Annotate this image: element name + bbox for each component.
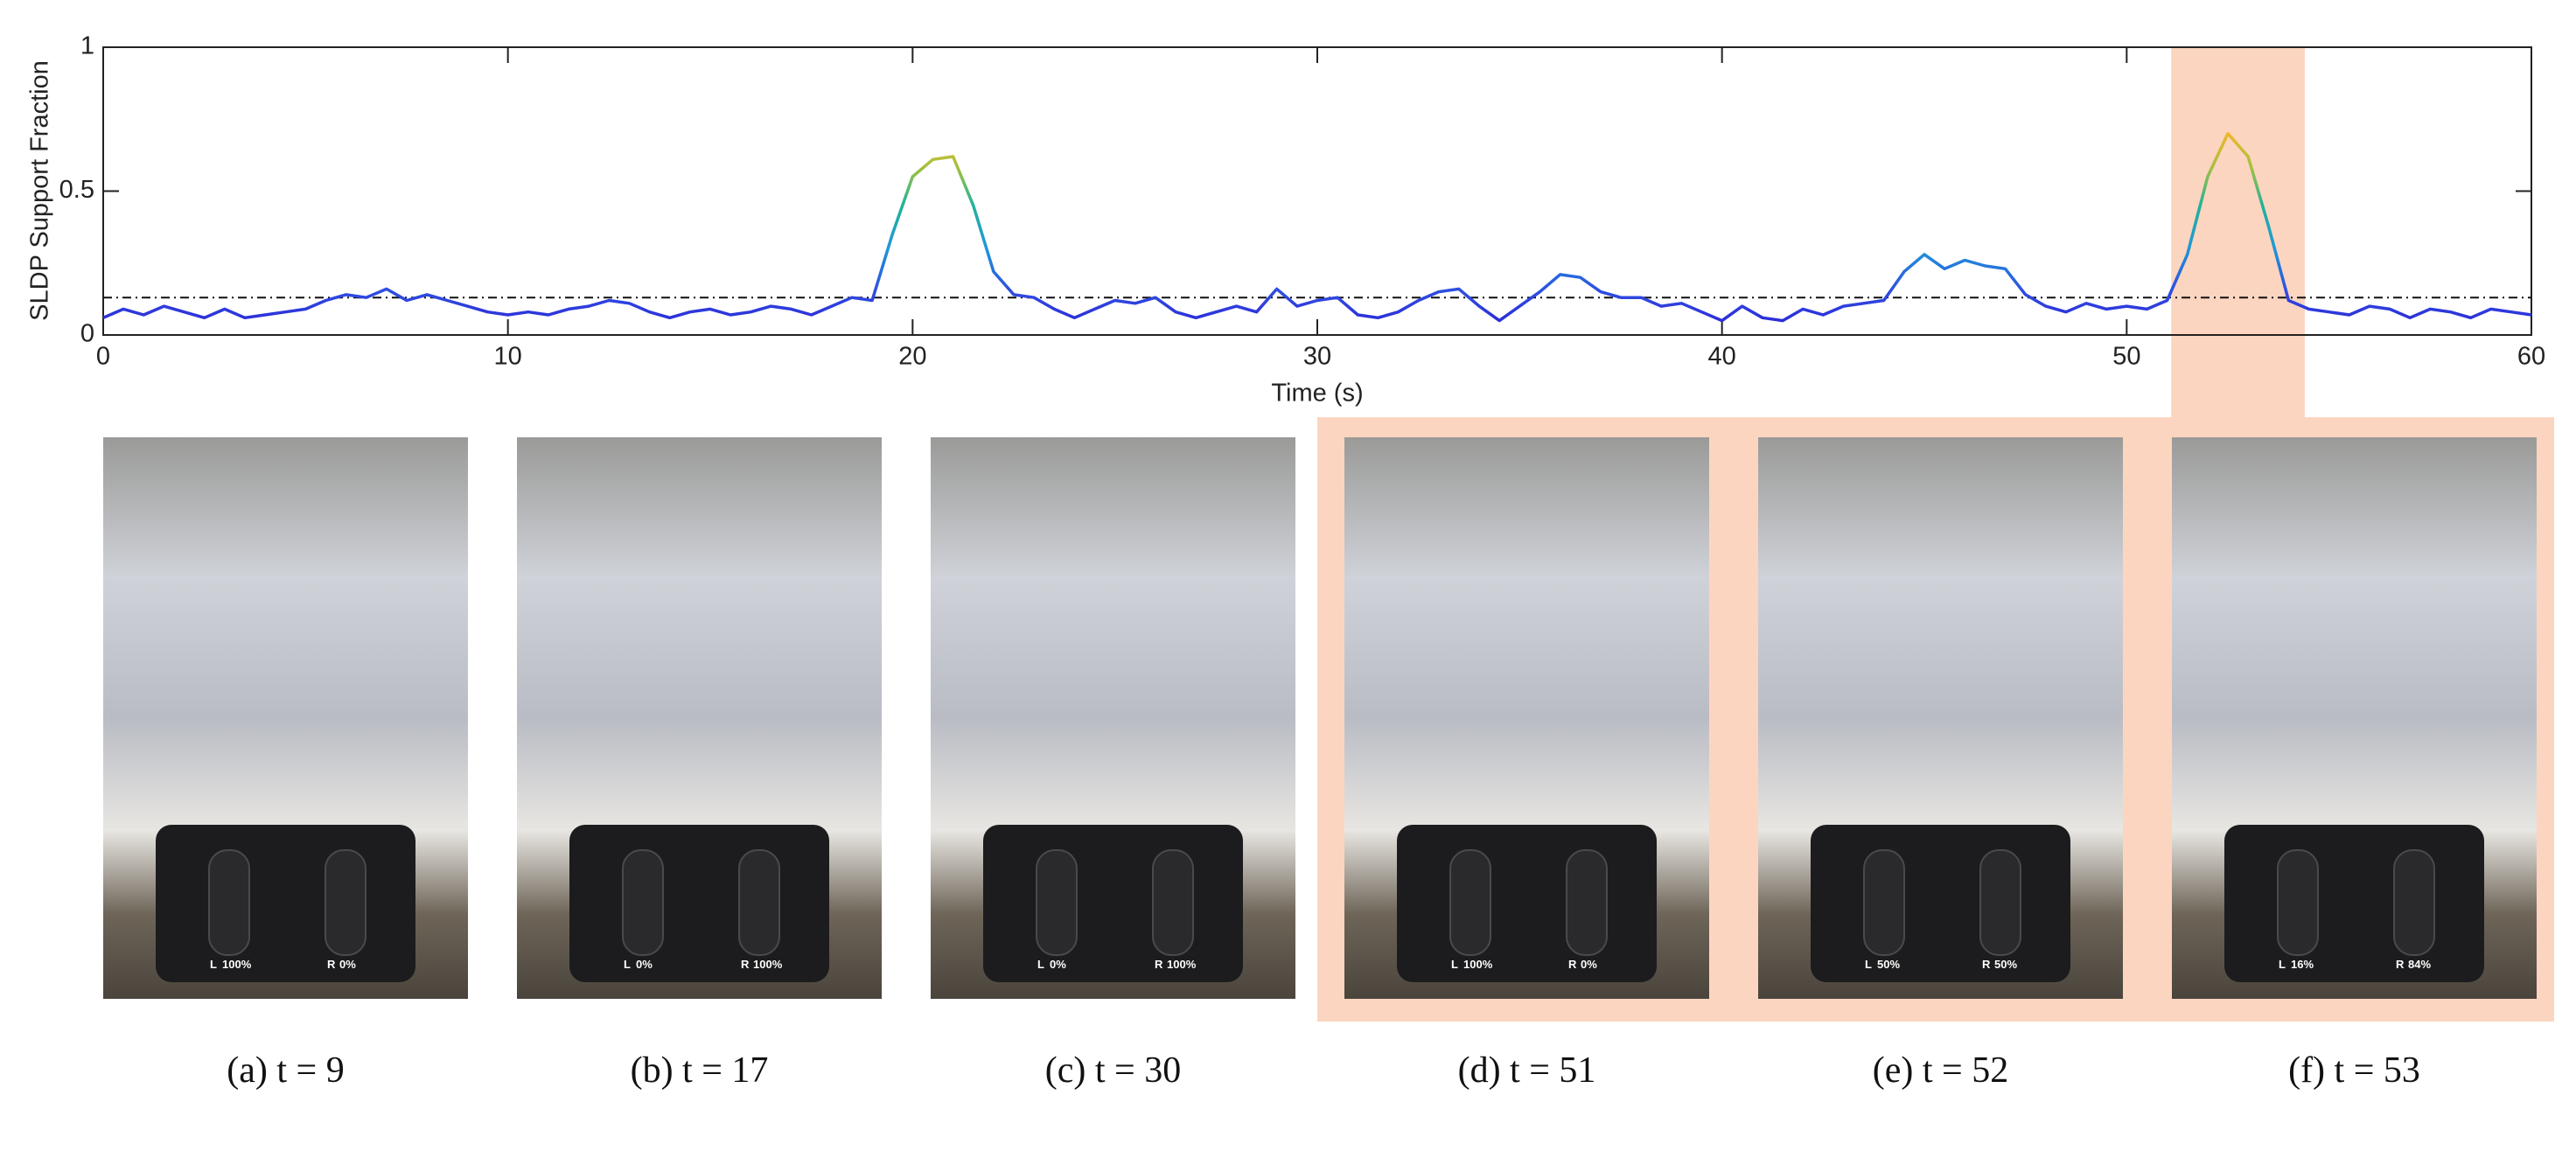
support-line xyxy=(102,131,2532,323)
left-side-label: L xyxy=(1865,958,1872,971)
left-percent: 0% xyxy=(1050,958,1066,971)
right-side-label: R xyxy=(1982,958,1991,971)
right-foot xyxy=(1566,849,1608,956)
right-foot xyxy=(738,849,780,956)
right-percent: 84% xyxy=(2408,958,2432,971)
left-foot xyxy=(1449,849,1491,956)
left-foot xyxy=(1863,849,1905,956)
right-foot xyxy=(1979,849,2021,956)
photo: L 100% R 0% xyxy=(1344,437,1709,999)
pressure-inset: L 100% R 0% xyxy=(1397,825,1657,982)
caption: (b) t = 17 xyxy=(630,1050,769,1091)
left-percent: 50% xyxy=(1877,958,1901,971)
right-foot xyxy=(1152,849,1194,956)
pressure-inset: L 50% R 50% xyxy=(1811,825,2070,982)
pressure-inset: L 0% R 100% xyxy=(569,825,829,982)
photo: L 100% R 0% xyxy=(103,437,468,999)
right-side-label: R xyxy=(1568,958,1577,971)
left-foot xyxy=(2277,849,2319,956)
pressure-inset: L 16% R 84% xyxy=(2224,825,2484,982)
pressure-inset: L 100% R 0% xyxy=(156,825,415,982)
right-side-label: R xyxy=(1155,958,1163,971)
caption: (d) t = 51 xyxy=(1457,1050,1596,1091)
caption: (c) t = 30 xyxy=(1044,1050,1182,1091)
y-tick-label: 1 xyxy=(80,32,94,60)
left-side-label: L xyxy=(2279,958,2286,971)
left-foot xyxy=(622,849,664,956)
left-foot xyxy=(208,849,250,956)
y-axis-label: SLDP Support Fraction xyxy=(26,60,54,321)
left-side-label: L xyxy=(1451,958,1458,971)
left-foot xyxy=(1036,849,1078,956)
right-foot xyxy=(325,849,367,956)
left-side-label: L xyxy=(624,958,631,971)
x-tick-label: 40 xyxy=(1708,343,1736,371)
y-tick-label: 0.5 xyxy=(59,176,94,204)
left-percent: 100% xyxy=(222,958,252,971)
photo: L 16% R 84% xyxy=(2172,437,2537,999)
right-percent: 100% xyxy=(753,958,783,971)
left-percent: 16% xyxy=(2291,958,2314,971)
right-side-label: R xyxy=(2396,958,2405,971)
photo: L 50% R 50% xyxy=(1758,437,2123,999)
x-tick-label: 20 xyxy=(898,343,926,371)
x-axis-label: Time (s) xyxy=(1271,380,1363,408)
x-tick-label: 60 xyxy=(2517,343,2545,371)
right-percent: 0% xyxy=(339,958,356,971)
right-percent: 0% xyxy=(1581,958,1597,971)
left-side-label: L xyxy=(1037,958,1044,971)
y-tick-label: 0 xyxy=(80,320,94,348)
x-tick-label: 10 xyxy=(494,343,522,371)
right-foot xyxy=(2393,849,2435,956)
right-percent: 100% xyxy=(1167,958,1197,971)
right-percent: 50% xyxy=(1994,958,2018,971)
photo: L 0% R 100% xyxy=(517,437,882,999)
left-percent: 100% xyxy=(1463,958,1493,971)
plot-area xyxy=(102,46,2532,336)
caption: (a) t = 9 xyxy=(227,1050,345,1091)
x-tick-label: 30 xyxy=(1303,343,1331,371)
photo: L 0% R 100% xyxy=(931,437,1295,999)
left-side-label: L xyxy=(210,958,217,971)
right-side-label: R xyxy=(741,958,750,971)
x-tick-label: 50 xyxy=(2112,343,2140,371)
x-tick-label: 0 xyxy=(96,343,110,371)
pressure-inset: L 0% R 100% xyxy=(983,825,1243,982)
caption: (f) t = 53 xyxy=(2288,1050,2420,1091)
caption: (e) t = 52 xyxy=(1872,1050,2009,1091)
left-percent: 0% xyxy=(636,958,653,971)
right-side-label: R xyxy=(327,958,336,971)
